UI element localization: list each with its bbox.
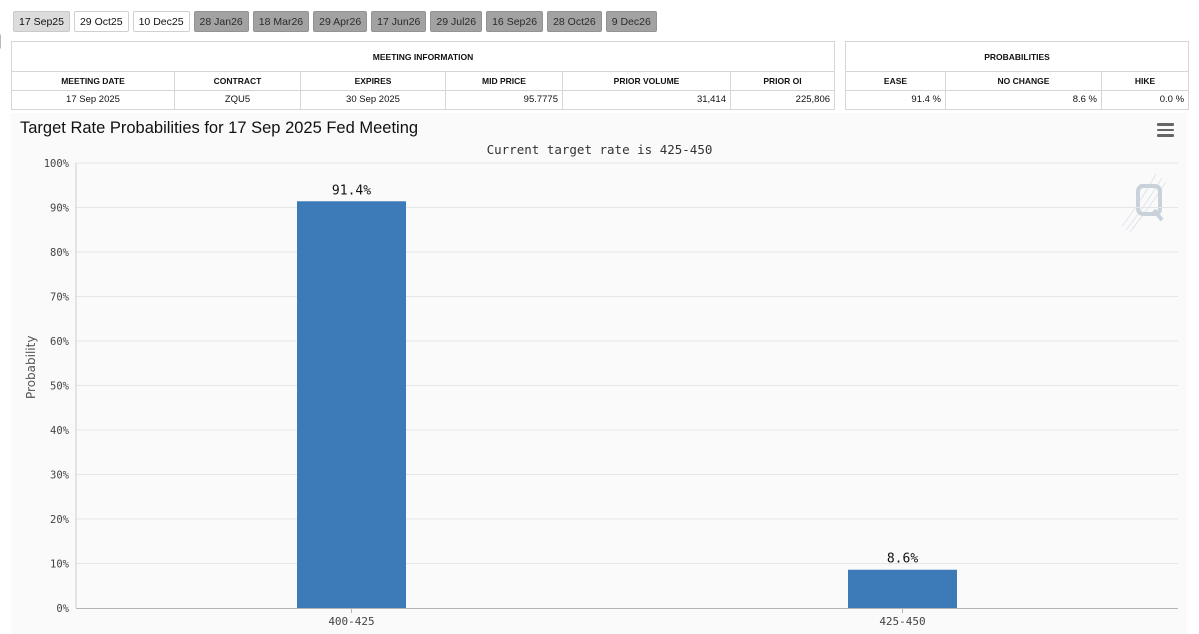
meeting-tab-3[interactable]: 28 Jan26 (193, 11, 249, 32)
prior-oi-value: 225,806 (729, 90, 836, 110)
probabilities-table: PROBABILITIES EASE NO CHANGE HIKE 91.4 %… (844, 41, 1190, 110)
meeting-tab-9[interactable]: 28 Oct26 (547, 11, 602, 32)
chart-panel (11, 113, 1187, 634)
meeting-tab-1[interactable]: 29 Oct25 (73, 11, 129, 32)
y-tick-label: 60% (50, 336, 70, 348)
hamburger-menu-icon[interactable] (1157, 123, 1174, 138)
hike-value: 0.0 % (1100, 90, 1190, 110)
meeting-tab-2[interactable]: 10 Dec25 (132, 11, 190, 32)
y-tick-label: 40% (50, 425, 70, 437)
y-tick-label: 20% (50, 514, 70, 526)
meeting-tab-0[interactable]: 17 Sep25 (13, 11, 70, 32)
chart-title: Target Rate Probabilities for 17 Sep 202… (20, 119, 419, 137)
meeting-tab-5[interactable]: 29 Apr26 (313, 11, 368, 32)
y-tick-label: 0% (56, 603, 69, 615)
y-tick-label: 50% (50, 381, 70, 393)
bar-425-450 (848, 569, 957, 608)
meeting-tab-4[interactable]: 18 Mar26 (252, 11, 310, 32)
meeting-tabs: 17 Sep25 29 Oct25 10 Dec25 28 Jan26 18 Mar26… (13, 11, 657, 32)
meeting-tab-10[interactable]: 9 Dec26 (605, 11, 657, 32)
data-label: 91.4% (332, 183, 371, 198)
y-tick-label: 80% (50, 247, 70, 259)
x-tick-label: 400-425 (328, 615, 374, 628)
y-tick-label: 30% (50, 470, 70, 482)
y-tick-label: 100% (44, 158, 70, 170)
meeting-tab-6[interactable]: 17 Jun26 (371, 11, 427, 32)
bar-400-425 (297, 201, 406, 608)
contract-value: ZQU5 (174, 90, 301, 110)
y-tick-label: 70% (50, 292, 70, 304)
chart-subtitle: Current target rate is 425-450 (486, 142, 713, 157)
meeting-tab-8[interactable]: 16 Sep26 (486, 11, 544, 32)
meeting-tab-7[interactable]: 29 Jul26 (430, 11, 483, 32)
y-tick-label: 90% (50, 203, 70, 215)
prior-volume-value: 31,414 (562, 90, 731, 110)
x-tick-label: 425-450 (879, 615, 925, 628)
data-label: 8.6% (887, 552, 918, 567)
y-tick-label: 10% (50, 559, 70, 571)
meeting-information-table: MEETING INFORMATION MEETING DATE CONTRAC… (10, 41, 836, 110)
